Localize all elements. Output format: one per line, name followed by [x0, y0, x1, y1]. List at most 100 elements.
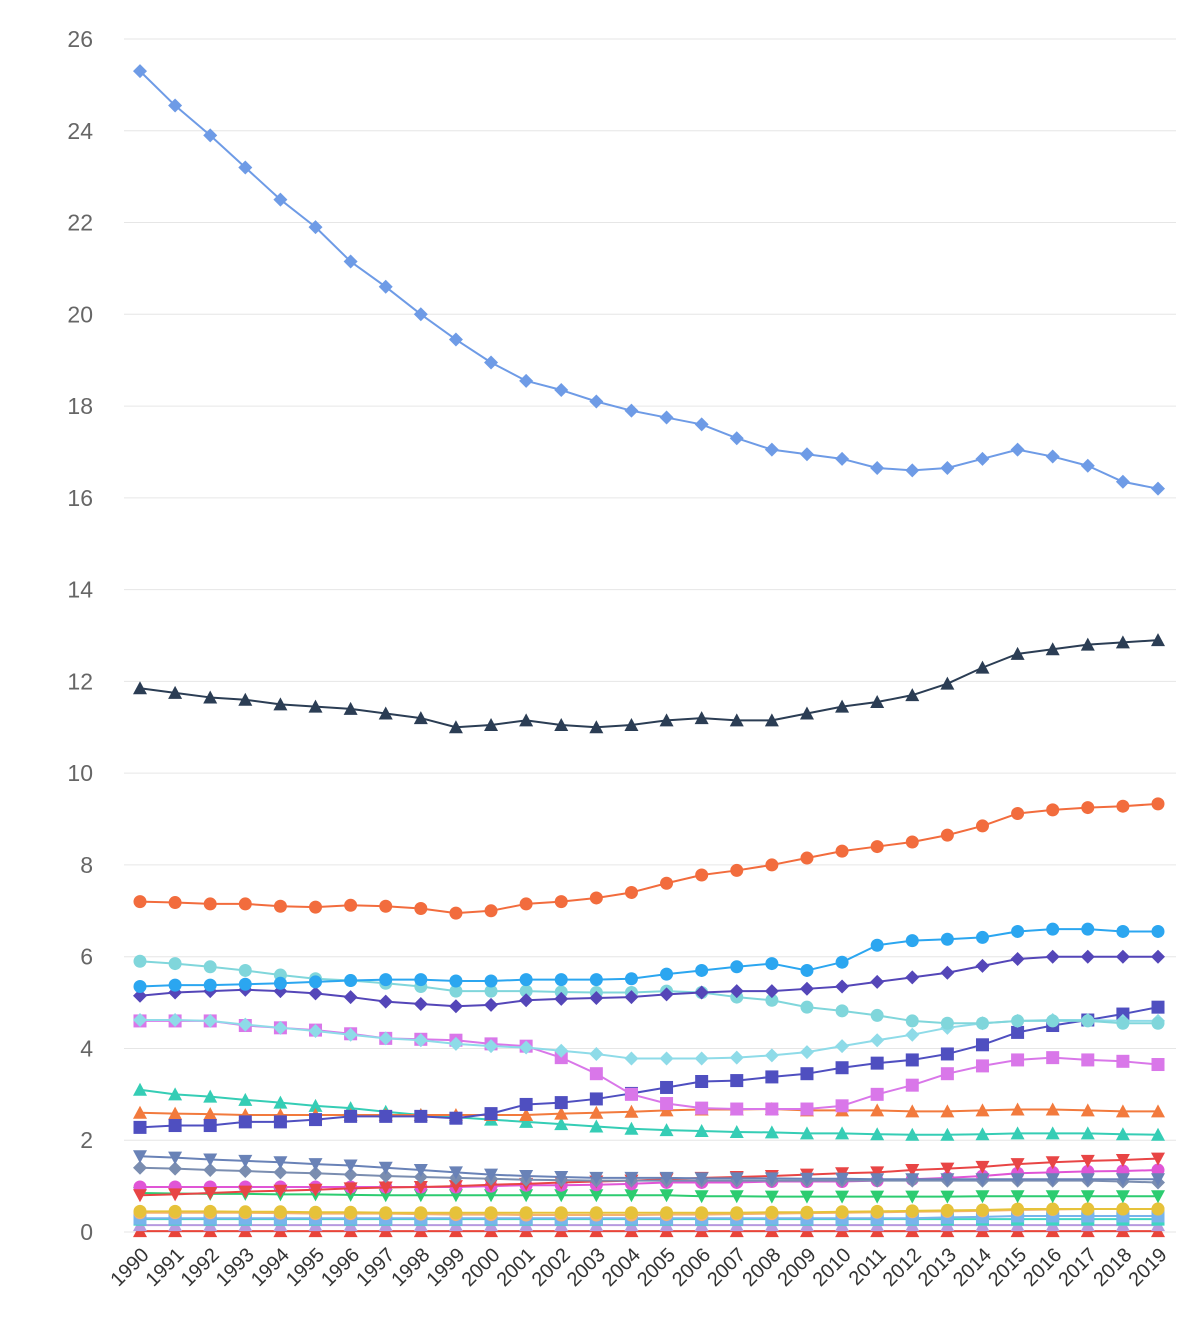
series-line: [139, 70, 1159, 490]
data-point: [378, 1031, 393, 1046]
data-point: [589, 1189, 604, 1203]
data-point: [168, 1013, 183, 1028]
data-point: [800, 1000, 814, 1014]
data-point: [905, 1204, 919, 1218]
data-point: [1045, 1190, 1060, 1204]
data-point: [273, 1020, 288, 1035]
data-point: [168, 978, 182, 992]
x-tick-label: 2010: [809, 1244, 856, 1291]
data-point: [870, 1103, 885, 1117]
y-tick-label: 8: [80, 852, 93, 878]
data-point: [133, 1013, 147, 1028]
y-tick-label: 20: [67, 301, 93, 327]
data-point: [554, 1189, 569, 1203]
data-point: [1045, 1102, 1060, 1116]
data-point: [1116, 924, 1130, 938]
data-point: [729, 984, 744, 999]
data-point: [519, 973, 533, 987]
data-point: [448, 999, 463, 1014]
x-tick-label: 2003: [563, 1244, 610, 1291]
data-point: [133, 988, 147, 1003]
data-point: [870, 1127, 885, 1141]
data-point: [273, 697, 288, 711]
data-point: [870, 1008, 884, 1022]
data-point: [133, 1189, 147, 1203]
data-point: [799, 447, 814, 462]
x-tick-label: 2002: [528, 1244, 575, 1291]
data-point: [905, 1053, 919, 1067]
data-point: [624, 1051, 639, 1066]
data-point: [379, 899, 393, 913]
data-point: [133, 1160, 147, 1175]
data-point: [975, 1190, 990, 1204]
data-point: [1045, 1126, 1060, 1140]
data-point: [694, 985, 709, 1000]
data-point: [835, 1172, 850, 1186]
data-point: [659, 1123, 674, 1137]
data-point: [343, 701, 358, 715]
data-point: [448, 1166, 463, 1180]
data-point: [729, 431, 744, 446]
series-4: [133, 922, 1165, 994]
y-tick-label: 14: [67, 577, 93, 603]
data-point: [1045, 949, 1060, 964]
data-point: [133, 1082, 147, 1096]
data-point: [624, 990, 639, 1005]
series-5: [133, 949, 1165, 1014]
data-point: [589, 1206, 603, 1220]
data-point: [870, 1087, 884, 1101]
data-point: [1151, 1190, 1165, 1204]
data-point: [730, 960, 744, 974]
data-point: [203, 1119, 217, 1133]
data-point: [1151, 481, 1165, 496]
x-tick-label: 2019: [1125, 1244, 1172, 1291]
data-point: [308, 1024, 323, 1039]
data-point: [835, 1126, 850, 1140]
data-point: [589, 973, 603, 987]
data-point: [589, 990, 604, 1005]
data-point: [378, 1169, 393, 1184]
data-point: [378, 1161, 393, 1175]
data-point: [660, 967, 674, 981]
grid: [124, 38, 1176, 1233]
data-point: [624, 1206, 638, 1220]
data-point: [378, 1189, 393, 1203]
data-point: [1045, 1156, 1060, 1170]
y-tick-label: 2: [80, 1127, 93, 1153]
data-point: [695, 963, 709, 977]
data-point: [624, 403, 639, 418]
data-point: [940, 676, 955, 690]
data-point: [343, 990, 358, 1005]
data-point: [694, 711, 709, 725]
data-point: [1081, 1053, 1095, 1067]
data-point: [484, 717, 499, 731]
data-point: [238, 1163, 253, 1178]
data-point: [168, 1161, 183, 1176]
y-tick-label: 6: [80, 944, 93, 970]
series-line: [139, 802, 1159, 915]
data-point: [378, 279, 393, 294]
data-point: [554, 1096, 568, 1110]
data-point: [554, 895, 568, 909]
x-tick-label: 2012: [879, 1244, 926, 1291]
data-point: [554, 973, 568, 987]
data-point: [414, 1109, 428, 1123]
data-point: [1116, 1054, 1130, 1068]
data-point: [870, 1173, 885, 1187]
data-point: [940, 1067, 954, 1081]
data-point: [835, 451, 850, 466]
data-point: [975, 1103, 990, 1117]
x-tick-label: 1993: [212, 1244, 259, 1291]
data-point: [413, 711, 428, 725]
data-point: [835, 699, 850, 713]
data-point: [1011, 1202, 1025, 1216]
data-point: [765, 957, 779, 971]
y-tick-label: 18: [67, 393, 93, 419]
data-point: [413, 1189, 428, 1203]
data-point: [484, 904, 498, 918]
data-point: [765, 858, 779, 872]
data-point: [1080, 1154, 1095, 1168]
data-point: [448, 332, 463, 347]
data-point: [449, 1111, 463, 1125]
data-point: [1116, 1016, 1130, 1030]
